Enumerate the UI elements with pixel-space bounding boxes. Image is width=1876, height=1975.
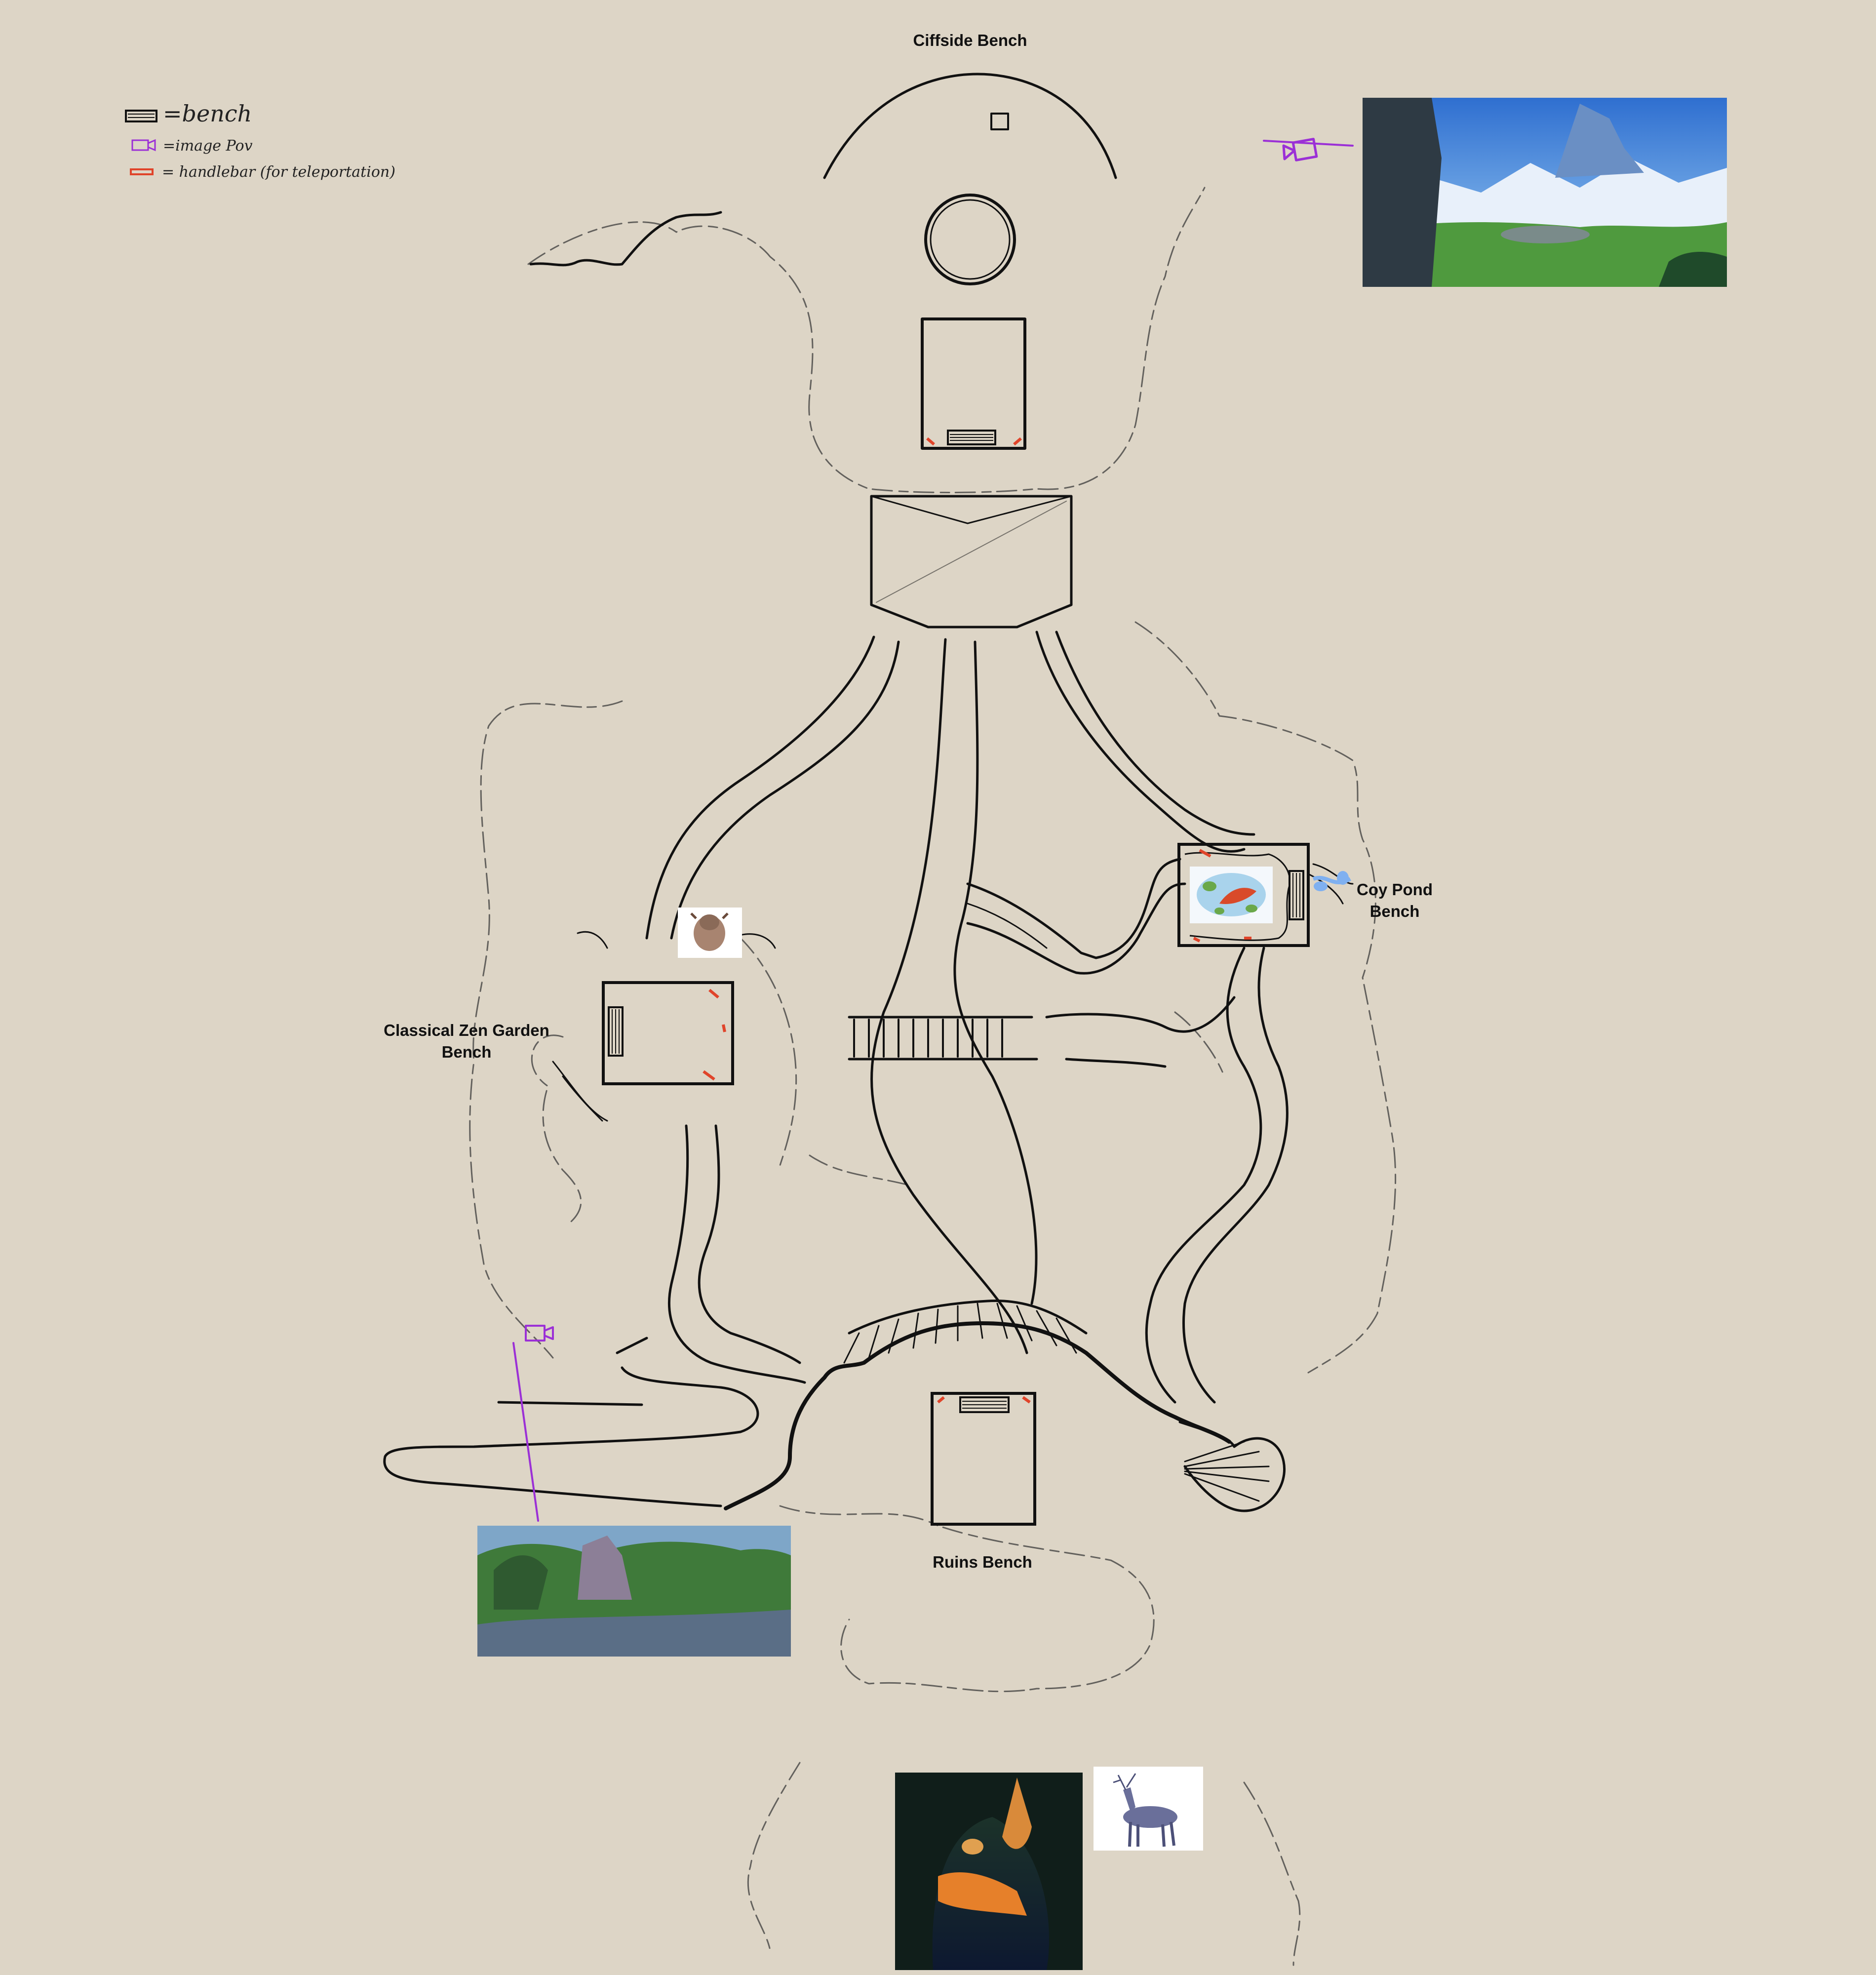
label-zen-garden-bench: Classical Zen Garden Bench	[375, 1020, 558, 1063]
camera-icon[interactable]	[1282, 138, 1318, 161]
label-coy-line2: Bench	[1369, 902, 1420, 920]
legend-image-pov: =image Pov	[163, 133, 253, 158]
image-cave-scene	[895, 1773, 1083, 1970]
legend-handlebar: = handlebar (for teleportation)	[162, 159, 395, 184]
trail-lines	[383, 73, 1354, 1522]
handlebar-cliffside-left[interactable]	[926, 437, 935, 446]
legend: =bench =image Pov = handlebar (for telep…	[123, 100, 430, 200]
coy-pond-area	[1177, 843, 1351, 947]
label-zen-line2: Bench	[441, 1043, 492, 1061]
bench-icon	[125, 110, 157, 122]
label-ruins-bench: Ruins Bench	[908, 1551, 1056, 1573]
label-cliffside-text: Ciffside Bench	[913, 31, 1027, 49]
zen-garden-area	[602, 981, 734, 1085]
ruins-area	[931, 1392, 1036, 1526]
terrain-outline	[469, 187, 1397, 1966]
legend-bench-label: =bench	[163, 100, 252, 127]
bench-cliffside[interactable]	[947, 430, 996, 445]
label-cliffside-bench: Ciffside Bench	[889, 30, 1052, 51]
legend-handlebar-label: = handlebar (for teleportation)	[162, 163, 395, 181]
image-cliffside-view	[1363, 98, 1727, 287]
image-statue-sketch	[678, 908, 742, 958]
image-deer-sketch	[1094, 1767, 1203, 1851]
camera-icon[interactable]	[525, 1325, 554, 1342]
handlebar-cliffside-right[interactable]	[1013, 437, 1022, 446]
image-koi-pond	[1190, 867, 1273, 923]
legend-bench: =bench	[163, 100, 252, 127]
cliffside-area	[921, 113, 1026, 450]
handlebar-icon	[130, 168, 154, 175]
legend-image-pov-label: =image Pov	[163, 137, 253, 155]
label-zen-line1: Classical Zen Garden	[384, 1021, 549, 1039]
label-coy-pond-bench: Coy Pond Bench	[1335, 879, 1454, 922]
label-ruins-text: Ruins Bench	[933, 1553, 1032, 1571]
label-coy-line1: Coy Pond	[1357, 880, 1433, 899]
legend-camera-icon	[131, 139, 156, 152]
image-ruins-view	[477, 1526, 791, 1657]
